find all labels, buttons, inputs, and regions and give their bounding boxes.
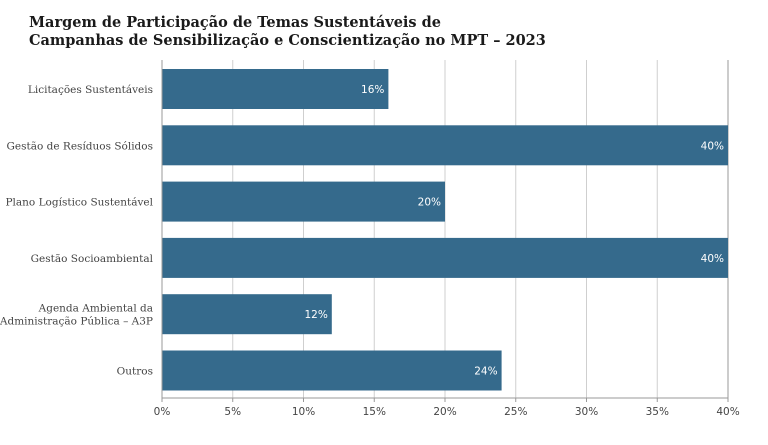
bar (162, 294, 332, 335)
data-label: 40% (701, 140, 724, 152)
x-tick-label: 20% (433, 406, 456, 418)
data-label: 24% (474, 366, 497, 378)
bar (162, 125, 728, 166)
data-label: 40% (701, 253, 724, 265)
category-label: Gestão Socioambiental (31, 253, 154, 265)
chart-title-line: Campanhas de Sensibilização e Conscienti… (29, 32, 546, 49)
chart-title: Margem de Participação de Temas Sustentá… (29, 14, 546, 50)
bar (162, 237, 728, 278)
bar (162, 350, 502, 391)
x-tick-label: 35% (646, 406, 669, 418)
data-label: 16% (361, 84, 384, 96)
category-label: Licitações Sustentáveis (28, 84, 153, 96)
category-label: Outros (117, 366, 153, 378)
data-label: 20% (418, 197, 441, 209)
x-tick-label: 40% (716, 406, 739, 418)
chart-title-line: Margem de Participação de Temas Sustentá… (29, 14, 442, 31)
category-label: Plano Logístico Sustentável (5, 197, 153, 209)
x-tick-label: 25% (504, 406, 527, 418)
x-tick-label: 30% (575, 406, 598, 418)
bar (162, 181, 445, 222)
bar (162, 69, 389, 109)
x-tick-label: 10% (292, 406, 315, 418)
x-tick-label: 15% (363, 406, 386, 418)
category-label: Agenda Ambiental da Administração Pública… (0, 303, 153, 328)
data-label: 12% (304, 309, 327, 321)
x-tick-label: 5% (224, 406, 241, 418)
x-tick-label: 0% (154, 406, 171, 418)
category-label: Gestão de Resíduos Sólidos (7, 140, 153, 152)
